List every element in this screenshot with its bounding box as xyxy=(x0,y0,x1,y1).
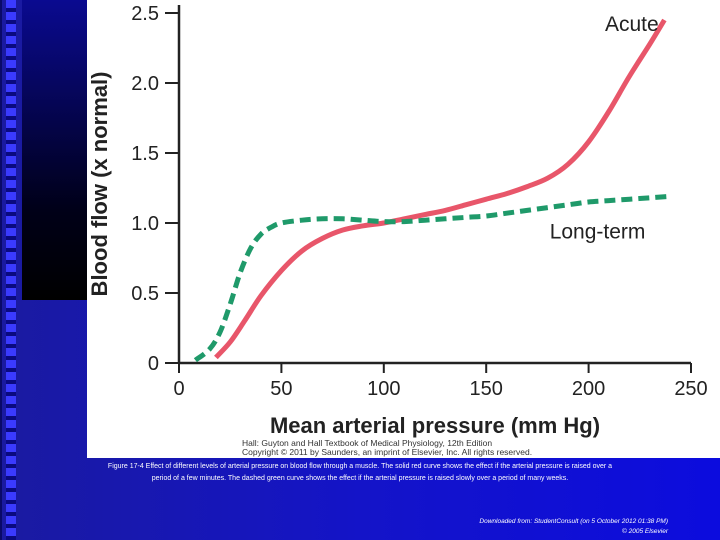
credit-line-2: Copyright © 2011 by Saunders, an imprint… xyxy=(242,447,533,457)
credit-line-1: Hall: Guyton and Hall Textbook of Medica… xyxy=(242,438,493,448)
chart-labels: Blood flow (x normal) Mean arterial pres… xyxy=(87,13,659,438)
caption-line-2: period of a few minutes. The dashed gree… xyxy=(151,475,569,482)
y-tick-label: 2.5 xyxy=(131,3,159,25)
x-tick-label: 100 xyxy=(367,378,400,400)
x-axis-label: Mean arterial pressure (mm Hg) xyxy=(270,413,600,438)
copyright-credit: Hall: Guyton and Hall Textbook of Medica… xyxy=(242,439,622,457)
series-line-long-term xyxy=(193,193,671,363)
figure-caption: Figure 17-4 Effect of different levels o… xyxy=(30,461,690,485)
data-series xyxy=(193,18,671,363)
x-tick-label: 150 xyxy=(470,378,503,400)
decorative-dark-panel xyxy=(22,0,90,300)
x-tick-label: 200 xyxy=(572,378,605,400)
y-tick-label: 1.5 xyxy=(131,143,159,165)
blood-flow-chart: 0 0.5 1.0 1.5 2.0 2.5 0 50 100 150 200 250 Blood fl… xyxy=(87,3,708,438)
tick-marks: 0 0.5 1.0 1.5 2.0 2.5 0 50 100 150 200 250 xyxy=(131,3,708,400)
caption-line-1: Figure 17-4 Effect of different levels o… xyxy=(107,463,613,470)
footer-line-1: Downloaded from: StudentConsult (on 5 Oc… xyxy=(479,518,668,525)
decorative-left-strip xyxy=(0,0,22,540)
y-tick-label: 1.0 xyxy=(131,213,159,235)
series-annotation: Long-term xyxy=(550,220,646,243)
y-axis-label: Blood flow (x normal) xyxy=(87,72,112,297)
figure-panel: 0 0.5 1.0 1.5 2.0 2.5 0 50 100 150 200 250 Blood fl… xyxy=(87,0,720,458)
axes xyxy=(177,5,691,365)
series-line-acute xyxy=(214,18,667,360)
footer-line-2: © 2005 Elsevier xyxy=(622,528,668,535)
series-annotation: Acute xyxy=(605,13,659,36)
y-tick-label: 2.0 xyxy=(131,73,159,95)
y-tick-label: 0 xyxy=(148,353,159,375)
x-tick-label: 0 xyxy=(173,378,184,400)
x-tick-label: 250 xyxy=(674,378,707,400)
y-tick-label: 0.5 xyxy=(131,283,159,305)
download-footer: Downloaded from: StudentConsult (on 5 Oc… xyxy=(308,517,668,537)
x-tick-label: 50 xyxy=(270,378,292,400)
